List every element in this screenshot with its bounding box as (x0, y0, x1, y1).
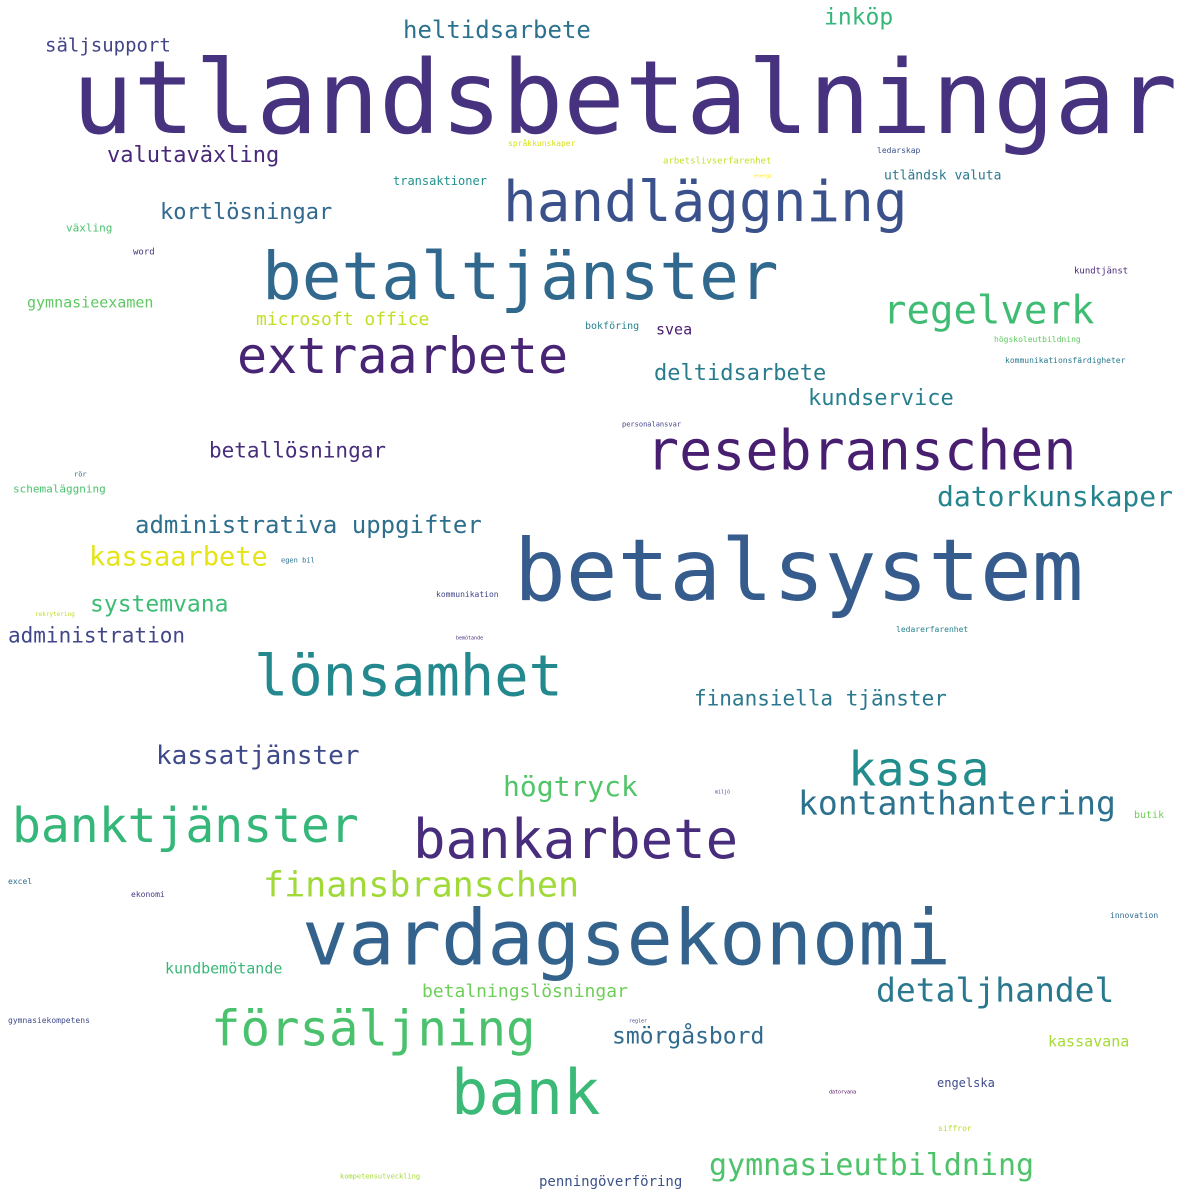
word-kundbemotande: kundbemötande (165, 959, 283, 978)
word-ledarerfarenhet: ledarerfarenhet (896, 625, 969, 634)
word-extraarbete: extraarbete (237, 327, 569, 385)
word-datorvana: datorvana (829, 1089, 857, 1096)
word-sprakkunskaper: språkkunskaper (508, 139, 576, 148)
word-kontanthantering: kontanthantering (798, 783, 1116, 823)
word-arbetslivserfarenhet: arbetslivserfarenhet (663, 156, 772, 167)
word-systemvana: systemvana (90, 591, 229, 618)
word-administration: administration (8, 623, 186, 648)
word-saljsupport: säljsupport (45, 34, 171, 57)
word-transaktioner: transaktioner (393, 174, 487, 188)
word-kassavana: kassavana (1048, 1032, 1130, 1051)
word-kundservice: kundservice (808, 386, 954, 411)
word-egen-bil: egen bil (281, 556, 315, 565)
word-betalningslosningar: betalningslösningar (422, 981, 628, 1002)
word-utlandsk-valuta: utländsk valuta (884, 168, 1002, 184)
word-administrativa-uppgifter: administrativa uppgifter (135, 511, 482, 539)
word-finansbranschen: finansbranschen (263, 865, 580, 906)
word-word: word (133, 247, 155, 258)
word-handlaggning: handläggning (503, 170, 908, 235)
word-kassatjanster: kassatjänster (156, 741, 360, 771)
word-kundtjanst: kundtjänst (1074, 266, 1129, 277)
word-vardagsekonomi: vardagsekonomi (302, 894, 952, 984)
word-microsoft-office: microsoft office (256, 309, 430, 330)
word-bank: bank (451, 1056, 601, 1129)
word-siffror: siffror (938, 1124, 972, 1133)
word-excel: excel (8, 877, 33, 886)
word-gymnasiekompetens: gymnasiekompetens (8, 1016, 90, 1025)
word-ekonomi: ekonomi (131, 890, 165, 899)
word-engelska: engelska (937, 1076, 995, 1090)
word-finansiella-tjanster: finansiella tjänster (694, 686, 947, 711)
word-butik: butik (1134, 810, 1165, 821)
word-personalansvar: personalansvar (622, 420, 682, 429)
word-detaljhandel: detaljhandel (876, 970, 1115, 1010)
word-rekrytering: rekrytering (35, 611, 75, 618)
word-gymnasieutbildning: gymnasieutbildning (709, 1148, 1035, 1183)
word-heltidsarbete: heltidsarbete (403, 16, 591, 44)
word-bokforing: bokföring (585, 321, 640, 332)
word-kommunikation: kommunikation (436, 590, 499, 599)
word-betaltjanster: betaltjänster (262, 238, 779, 315)
word-lonsamhet: lönsamhet (254, 643, 563, 710)
word-innovation: innovation (1110, 911, 1159, 920)
word-schemalaggning: schemaläggning (13, 482, 106, 496)
word-inkop: inköp (824, 4, 894, 31)
word-bankarbete: bankarbete (413, 808, 739, 871)
word-resebranschen: resebranschen (646, 418, 1077, 483)
word-gymnasieexamen: gymnasieexamen (27, 293, 154, 312)
word-kommunikationsfardigheter: kommunikationsfärdigheter (1005, 356, 1126, 365)
word-ror: rör (74, 470, 87, 479)
word-bemotande: bemötande (456, 635, 484, 642)
word-forsaljning: försäljning (211, 1000, 536, 1058)
word-smorgasbord: smörgåsbord (612, 1023, 765, 1050)
word-hogtryck: högtryck (503, 770, 638, 803)
word-deltidsarbete: deltidsarbete (654, 361, 827, 386)
word-regler: regler (629, 1018, 648, 1025)
word-kompetensutveckling: kompetensutveckling (340, 1172, 421, 1181)
word-miljo: miljö (715, 789, 731, 796)
word-betalsystem: betalsystem (514, 521, 1084, 621)
word-ledarskap: ledarskap (877, 146, 921, 155)
word-kassa: kassa (848, 742, 990, 798)
word-kortlosningar: kortlösningar (160, 200, 333, 225)
word-kassaarbete: kassaarbete (89, 541, 268, 573)
word-vaxling: växling (66, 221, 113, 235)
word-svea: svea (656, 320, 693, 339)
word-datorkunskaper: datorkunskaper (937, 480, 1174, 513)
word-betallosningar: betallösningar (209, 438, 387, 463)
word-valutavaxling: valutaväxling (107, 143, 280, 168)
word-penningoverforing: penningöverföring (539, 1174, 683, 1190)
word-energi: energi (754, 173, 773, 180)
word-regelverk: regelverk (883, 288, 1095, 334)
word-banktjanster: banktjänster (12, 798, 359, 854)
word-hogskoleutbildning: högskoleutbildning (994, 335, 1081, 344)
word-utlandsbetalningar: utlandsbetalningar (72, 39, 1178, 158)
